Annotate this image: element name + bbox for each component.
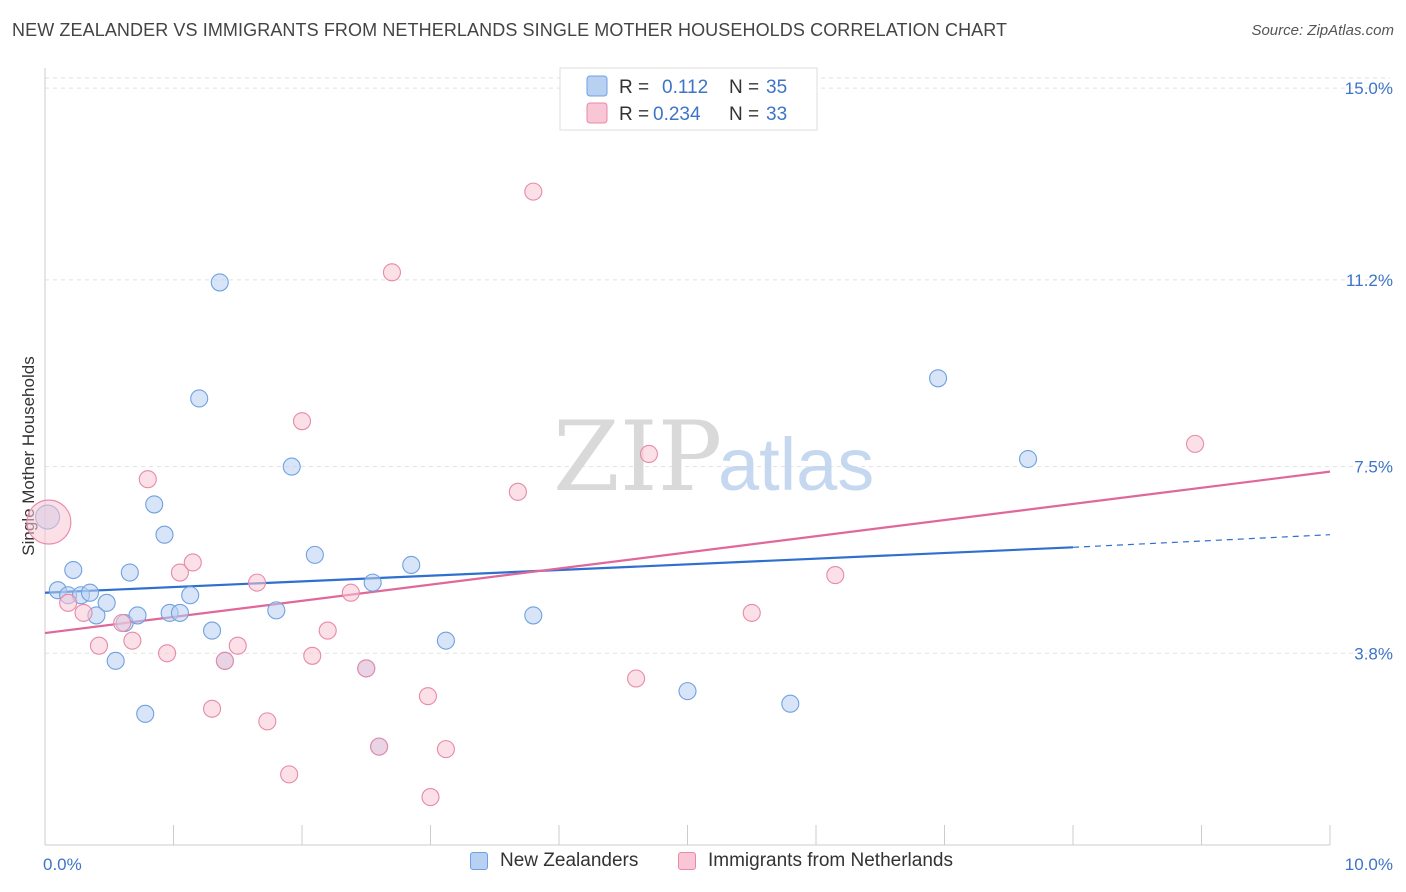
data-point-new-zealanders: [929, 369, 948, 388]
data-point-netherlands: [215, 651, 234, 670]
data-point-netherlands: [203, 699, 222, 718]
legend-n-value-1: 35: [766, 77, 787, 98]
data-point-new-zealanders: [106, 651, 125, 670]
data-point-netherlands: [170, 563, 189, 582]
data-point-netherlands: [247, 573, 267, 592]
bottom-legend: New Zealanders Immigrants from Netherlan…: [0, 850, 1406, 880]
data-point-netherlands: [639, 444, 659, 464]
data-point-netherlands: [303, 646, 322, 665]
bottom-legend-swatch-netherlands: [678, 852, 696, 870]
data-point-new-zealanders: [678, 682, 697, 701]
data-point-new-zealanders: [136, 704, 155, 723]
y-tick-label: 7.5%: [1354, 458, 1393, 477]
bottom-legend-item-new-zealanders: New Zealanders: [470, 850, 638, 872]
data-points: [26, 182, 1205, 807]
data-point-new-zealanders: [64, 560, 83, 580]
data-point-new-zealanders: [80, 583, 100, 602]
trend-line-extension-0: [1072, 534, 1331, 548]
data-point-netherlands: [228, 636, 247, 655]
data-point-netherlands: [26, 499, 72, 545]
chart-title: NEW ZEALANDER VS IMMIGRANTS FROM NETHERL…: [12, 20, 1008, 40]
data-point-new-zealanders: [145, 495, 164, 514]
data-point-netherlands: [436, 740, 455, 759]
data-point-netherlands: [524, 182, 543, 201]
bottom-legend-label-new-zealanders: New Zealanders: [500, 850, 639, 871]
data-point-netherlands: [1186, 434, 1205, 453]
data-point-new-zealanders: [170, 603, 189, 622]
data-point-netherlands: [138, 470, 157, 489]
legend-r-label-2: R =: [619, 104, 649, 125]
legend-n-label-2: N =: [729, 104, 759, 125]
data-point-netherlands: [826, 566, 845, 585]
legend-swatch-new-zealanders: [586, 75, 608, 97]
y-tick-label: 15.0%: [1345, 79, 1393, 98]
legend-r-label-1: R =: [619, 77, 649, 98]
data-point-netherlands: [421, 788, 440, 807]
legend-r-value-2: 0.234: [653, 104, 701, 125]
x-minor-ticks: [173, 825, 1331, 845]
data-point-netherlands: [113, 613, 132, 633]
data-point-new-zealanders: [1018, 449, 1038, 469]
data-point-new-zealanders: [282, 457, 301, 476]
legend-box: R = 0.112 N = 35 R = 0.234 N = 33: [559, 67, 818, 131]
trend-line-1: [44, 470, 1331, 635]
y-tick-labels: 3.8% 7.5% 11.2% 15.0%: [1345, 79, 1393, 663]
chart-source: Source: ZipAtlas.com: [1251, 22, 1394, 39]
data-point-netherlands: [292, 412, 312, 431]
data-point-new-zealanders: [267, 601, 286, 620]
trend-line-0: [44, 546, 1074, 594]
legend-n-label-1: N =: [729, 77, 759, 98]
data-point-new-zealanders: [363, 573, 382, 592]
legend-r-value-1: 0.112: [662, 77, 708, 98]
data-point-netherlands: [370, 737, 389, 756]
data-point-new-zealanders: [120, 563, 139, 582]
bottom-legend-swatch-new-zealanders: [470, 852, 488, 870]
data-point-new-zealanders: [128, 606, 147, 625]
data-point-new-zealanders: [203, 621, 222, 640]
x-tick-label-max: 10.0%: [1345, 855, 1393, 874]
legend-swatch-netherlands: [586, 102, 608, 124]
y-tick-label: 3.8%: [1354, 644, 1393, 663]
data-point-netherlands: [742, 603, 761, 622]
data-point-netherlands: [183, 553, 202, 572]
data-point-netherlands: [357, 659, 376, 678]
watermark: ZIP atlas: [553, 401, 874, 513]
data-point-netherlands: [89, 636, 109, 655]
watermark-atlas: atlas: [718, 423, 874, 506]
trend-lines: [44, 470, 1331, 635]
data-point-new-zealanders: [781, 694, 800, 713]
data-point-new-zealanders: [155, 525, 174, 544]
data-point-netherlands: [508, 482, 527, 501]
data-point-netherlands: [74, 603, 93, 622]
grid-lines: [45, 77, 1390, 654]
data-point-new-zealanders: [181, 586, 200, 605]
data-point-netherlands: [280, 765, 299, 784]
data-point-new-zealanders: [436, 631, 455, 650]
x-tick-label-min: 0.0%: [43, 855, 82, 874]
data-point-new-zealanders: [97, 593, 116, 612]
data-point-netherlands: [158, 644, 177, 663]
data-point-netherlands: [627, 669, 646, 688]
data-point-new-zealanders: [524, 606, 543, 625]
bottom-legend-item-netherlands: Immigrants from Netherlands: [678, 850, 953, 872]
data-point-netherlands: [382, 263, 402, 282]
y-tick-label: 11.2%: [1346, 271, 1393, 290]
data-point-netherlands: [258, 712, 277, 731]
data-point-new-zealanders: [190, 389, 209, 408]
data-point-new-zealanders: [402, 555, 421, 575]
data-point-netherlands: [418, 687, 437, 706]
data-point-netherlands: [59, 593, 78, 612]
data-point-netherlands: [318, 621, 337, 640]
data-point-netherlands: [341, 583, 360, 602]
legend-n-value-2: 33: [766, 104, 787, 125]
bottom-legend-label-netherlands: Immigrants from Netherlands: [708, 850, 953, 871]
data-point-new-zealanders: [305, 545, 324, 564]
data-point-new-zealanders: [210, 273, 229, 292]
data-point-netherlands: [123, 631, 142, 650]
watermark-zip: ZIP: [553, 401, 722, 513]
x-tick-labels: 0.0% 10.0%: [43, 855, 1393, 874]
axes: [44, 68, 1331, 846]
